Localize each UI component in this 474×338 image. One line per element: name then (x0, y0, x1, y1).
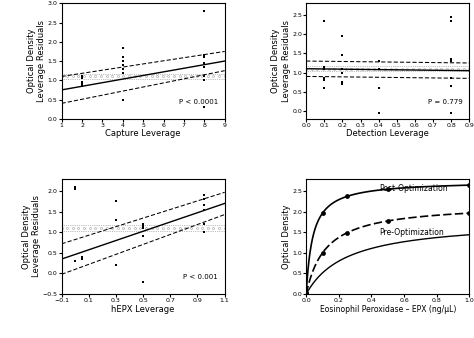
Point (447, 110, 455, 116)
Point (139, 234, 147, 239)
Point (375, 58, 383, 64)
Point (447, 18, 455, 23)
Point (447, 76, 455, 81)
Point (119, 66, 127, 71)
Point (302, 112, 310, 118)
Point (201, 53, 208, 58)
Point (119, 97, 127, 102)
Point (201, 192, 208, 198)
Point (201, 230, 208, 235)
Point (119, 45, 127, 50)
Point (201, 54, 208, 60)
Point (112, 263, 120, 268)
Point (72, 186, 79, 192)
Text: P = 0.779: P = 0.779 (428, 99, 463, 105)
Point (338, 66, 346, 71)
Point (302, 291, 310, 296)
Point (201, 60, 208, 66)
Point (119, 58, 127, 64)
Text: P < 0.001: P < 0.001 (183, 274, 218, 280)
Point (78, 254, 86, 260)
Point (201, 8, 208, 14)
Point (119, 70, 127, 75)
Point (201, 104, 208, 110)
Point (320, 66, 328, 71)
X-axis label: hEPX Leverage: hEPX Leverage (111, 305, 175, 314)
Point (447, 14, 455, 20)
Point (78, 83, 86, 89)
Point (338, 81, 346, 87)
Y-axis label: Optical Density
Leverage Residuals: Optical Density Leverage Residuals (22, 195, 41, 277)
Point (302, 56, 310, 62)
Point (447, 56, 455, 62)
Point (78, 79, 86, 85)
Point (139, 279, 147, 284)
Point (302, 291, 310, 296)
Point (201, 207, 208, 212)
Text: P < 0.0001: P < 0.0001 (179, 99, 218, 105)
Point (78, 256, 86, 262)
Point (78, 81, 86, 87)
Y-axis label: Optical Density: Optical Density (282, 204, 291, 269)
Point (78, 76, 86, 81)
X-axis label: Eosinophil Peroxidase – EPX (ng/μL): Eosinophil Peroxidase – EPX (ng/μL) (319, 305, 456, 314)
Point (201, 197, 208, 202)
Point (375, 110, 383, 116)
Point (338, 33, 346, 39)
Point (320, 85, 328, 91)
Point (343, 230, 351, 236)
Point (343, 194, 351, 199)
Point (201, 78, 208, 83)
Point (384, 187, 392, 192)
Point (201, 64, 208, 70)
Point (201, 74, 208, 79)
Point (320, 64, 328, 70)
Point (201, 221, 208, 227)
Point (320, 78, 328, 83)
Point (338, 70, 346, 75)
Text: Post-Optimization: Post-Optimization (380, 185, 448, 193)
Point (319, 250, 326, 256)
Point (375, 66, 383, 71)
Text: Pre-Optimization: Pre-Optimization (380, 228, 444, 237)
Point (112, 199, 120, 204)
Point (112, 217, 120, 223)
Point (319, 211, 326, 216)
Point (465, 211, 473, 216)
Point (338, 53, 346, 58)
Point (72, 258, 79, 264)
Point (139, 221, 147, 227)
Point (201, 203, 208, 208)
Point (465, 183, 473, 188)
X-axis label: Detection Leverage: Detection Leverage (346, 129, 429, 138)
Point (320, 18, 328, 23)
Point (119, 54, 127, 60)
Point (447, 83, 455, 89)
Point (72, 184, 79, 190)
X-axis label: Capture Leverage: Capture Leverage (105, 129, 181, 138)
Point (78, 74, 86, 79)
Point (139, 225, 147, 231)
Point (375, 85, 383, 91)
Point (320, 76, 328, 81)
Y-axis label: Optical Density
Leverage Residuals: Optical Density Leverage Residuals (27, 20, 46, 102)
Point (384, 218, 392, 224)
Point (447, 58, 455, 64)
Y-axis label: Optical Density
Leverage Residuals: Optical Density Leverage Residuals (272, 20, 291, 102)
Point (338, 79, 346, 85)
Point (139, 223, 147, 229)
Point (119, 62, 127, 68)
